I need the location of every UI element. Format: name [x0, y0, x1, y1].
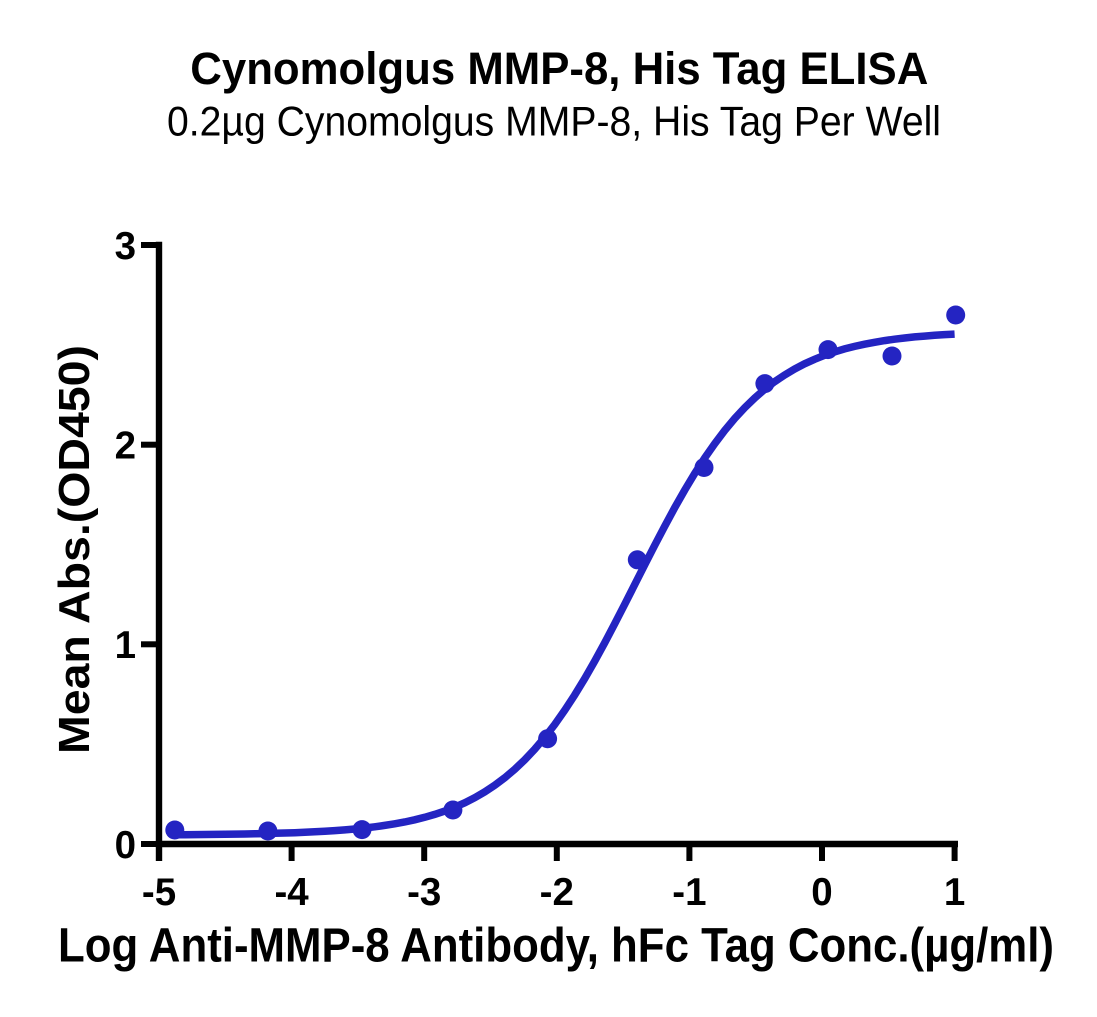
svg-text:-2: -2: [540, 871, 574, 914]
svg-text:-5: -5: [142, 871, 176, 914]
svg-text:Mean Abs.(OD450): Mean Abs.(OD450): [51, 345, 99, 754]
svg-text:2: 2: [115, 425, 136, 468]
svg-text:0: 0: [811, 871, 832, 914]
svg-text:-3: -3: [407, 871, 441, 914]
svg-text:1: 1: [944, 871, 965, 914]
svg-text:Cynomolgus MMP-8, His Tag ELIS: Cynomolgus MMP-8, His Tag ELISA: [190, 43, 928, 94]
svg-text:-1: -1: [672, 871, 706, 914]
svg-text:0.2µg Cynomolgus MMP-8, His Ta: 0.2µg Cynomolgus MMP-8, His Tag Per Well: [167, 98, 941, 145]
svg-text:0: 0: [115, 824, 136, 867]
svg-text:Log Anti-MMP-8 Antibody, hFc T: Log Anti-MMP-8 Antibody, hFc Tag Conc.(µ…: [58, 920, 1054, 973]
svg-text:3: 3: [115, 225, 136, 268]
svg-text:-4: -4: [274, 871, 309, 914]
svg-text:1: 1: [115, 624, 136, 667]
